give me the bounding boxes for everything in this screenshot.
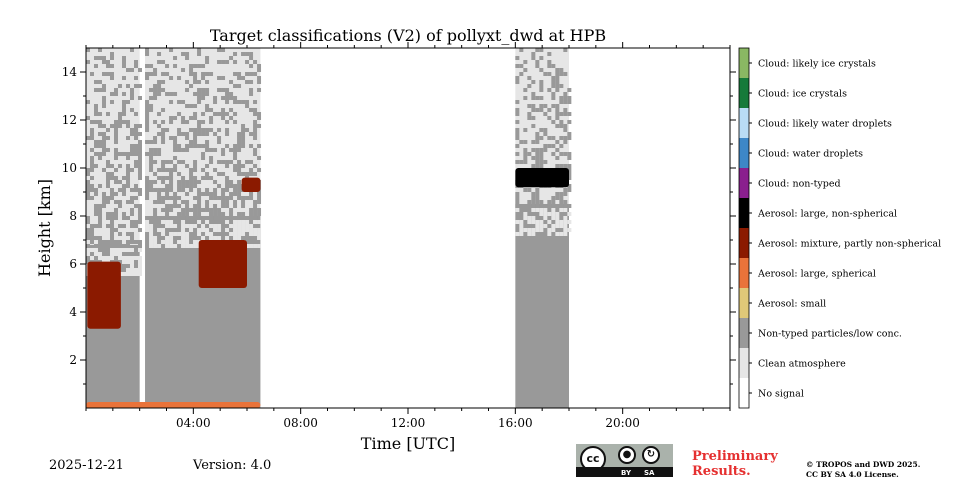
y-axis-label: Height [km] — [35, 179, 54, 277]
preliminary-line-2: Results. — [692, 464, 751, 479]
colorbar-label: Aerosol: mixture, partly non-spherical — [757, 239, 941, 250]
colorbar-swatch — [739, 168, 749, 198]
colorbar-label: Clean atmosphere — [758, 359, 846, 370]
colorbar-swatch — [739, 288, 749, 318]
x-tick-label: 16:00 — [498, 416, 533, 430]
colorbar-swatch — [739, 198, 749, 228]
share-alike-icon: ↻ — [642, 446, 660, 464]
colorbar-swatch — [739, 228, 749, 258]
colorbar-swatch — [739, 138, 749, 168]
x-axis-ticks: 04:00 08:00 12:00 16:00 20:00 — [85, 42, 731, 430]
colorbar-label: Cloud: likely ice crystals — [758, 59, 876, 70]
colorbar-swatch — [739, 258, 749, 288]
colorbar-label: Cloud: likely water droplets — [758, 119, 892, 130]
class-colorbar: No signal Clean atmosphere Non-typed parti… — [738, 47, 941, 409]
colorbar-label: Cloud: water droplets — [758, 149, 863, 160]
classification-feature — [87, 261, 121, 329]
license-strip: BY SA — [576, 467, 673, 477]
chart-title: Target classifications (V2) of pollyxt_d… — [210, 26, 606, 45]
y-tick-label: 8 — [69, 209, 77, 223]
colorbar-swatch — [739, 108, 749, 138]
y-tick-label: 12 — [62, 113, 77, 127]
preliminary-results-note: Preliminary Results. — [692, 449, 778, 479]
classification-feature — [198, 240, 247, 288]
data-segment — [145, 48, 262, 408]
colorbar-swatch — [739, 78, 749, 108]
colorbar-swatch — [739, 348, 749, 378]
data-segment — [515, 48, 572, 408]
plot-frame — [85, 47, 731, 409]
x-tick-label: 08:00 — [283, 416, 318, 430]
colorbar-label: No signal — [758, 389, 804, 400]
segment-low-conc-block — [515, 204, 569, 408]
x-tick-label: 04:00 — [176, 416, 211, 430]
colorbar-frame — [738, 47, 750, 409]
colorbar-label: Aerosol: small — [757, 299, 826, 310]
attribution-person-icon: ● — [618, 446, 636, 464]
colorbar-swatch — [739, 318, 749, 348]
classification-data-layer — [86, 48, 572, 408]
y-tick-label: 4 — [69, 305, 77, 319]
colorbar-label: Non-typed particles/low conc. — [758, 329, 902, 340]
copyright-line-1: © TROPOS and DWD 2025. — [806, 460, 921, 469]
colorbar-label: Aerosol: large, non-spherical — [757, 209, 897, 220]
x-axis-label: Time [UTC] — [361, 434, 455, 453]
classification-feature — [241, 177, 261, 192]
data-segment — [86, 48, 142, 408]
colorbar-label: Cloud: non-typed — [758, 179, 841, 190]
license-by-label: BY — [621, 469, 632, 477]
colorbar-swatch — [739, 378, 749, 408]
date-label: 2025-12-21 — [49, 458, 124, 473]
version-label: Version: 4.0 — [193, 458, 272, 473]
x-tick-label: 20:00 — [605, 416, 640, 430]
y-tick-label: 6 — [69, 257, 77, 271]
x-tick-label: 12:00 — [391, 416, 426, 430]
preliminary-line-1: Preliminary — [692, 449, 778, 464]
y-tick-label: 14 — [62, 65, 78, 79]
license-sa-label: SA — [644, 469, 655, 477]
cc-by-sa-license-badge: cc ● ↻ BY SA — [576, 444, 673, 477]
colorbar-swatch — [739, 48, 749, 78]
colorbar-label: Aerosol: large, spherical — [757, 269, 876, 280]
copyright-note: © TROPOS and DWD 2025. CC BY SA 4.0 Lice… — [806, 460, 920, 480]
y-axis-ticks: 2 4 6 8 10 12 14 — [62, 65, 736, 385]
colorbar-label: Cloud: ice crystals — [758, 89, 847, 100]
classification-feature — [86, 402, 261, 408]
y-tick-label: 2 — [69, 353, 77, 367]
classification-feature — [515, 168, 569, 188]
y-tick-label: 10 — [62, 161, 77, 175]
copyright-line-2: CC BY SA 4.0 License. — [806, 470, 899, 479]
